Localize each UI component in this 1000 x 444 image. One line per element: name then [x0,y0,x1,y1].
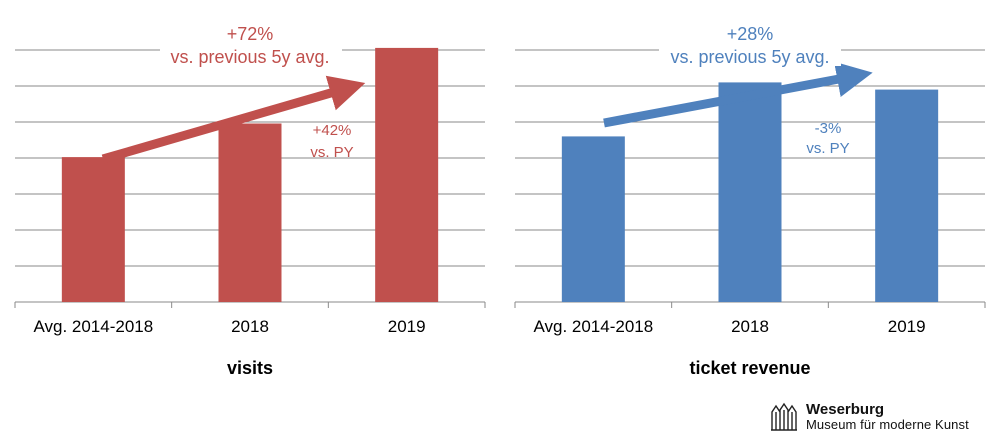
weserburg-logo: Weserburg Museum für moderne Kunst [770,402,969,432]
x-tick-label-avg-2014-2018: Avg. 2014-2018 [33,317,153,336]
annotation-5y-value: +28% [727,24,774,44]
trend-arrow [101,75,366,164]
bar-2018 [718,82,782,303]
annotation-backing [160,42,342,66]
x-tick-label-2018: 2018 [231,317,269,336]
annotation-5y-value: +72% [227,24,274,44]
bar-2018 [218,123,282,302]
x-axis-label: visits [227,358,273,378]
x-tick-label-2019: 2019 [888,317,926,336]
annotation-backing [659,42,841,66]
x-tick-label-2018: 2018 [731,317,769,336]
annotation-py-text: vs. PY [310,144,353,161]
visits-chart: Avg. 2014-2018 2018 2019 visits +72% vs. prev… [14,24,486,378]
bar-2019 [875,89,939,302]
annotation-py-value: +42% [313,122,352,139]
x-tick-label-2019: 2019 [388,317,426,336]
bar-avg-2014-2018 [561,136,625,302]
annotation-5y-text: vs. previous 5y avg. [670,47,829,67]
x-tick-label-avg-2014-2018: Avg. 2014-2018 [533,317,653,336]
ticket-revenue-chart: Avg. 2014-2018 2018 2019 ticket revenue +28%… [514,24,986,378]
annotation-py-text: vs. PY [806,140,849,157]
annotation-py-value: -3% [815,120,842,137]
bar-avg-2014-2018 [61,157,125,302]
weserburg-logo-icon [771,402,797,431]
logo-name: Weserburg [806,401,885,418]
logo-subtitle: Museum für moderne Kunst [806,417,969,432]
trend-arrow [603,61,873,128]
annotation-5y-text: vs. previous 5y avg. [170,47,329,67]
x-axis-label: ticket revenue [689,358,810,378]
bar-2019 [375,47,439,303]
